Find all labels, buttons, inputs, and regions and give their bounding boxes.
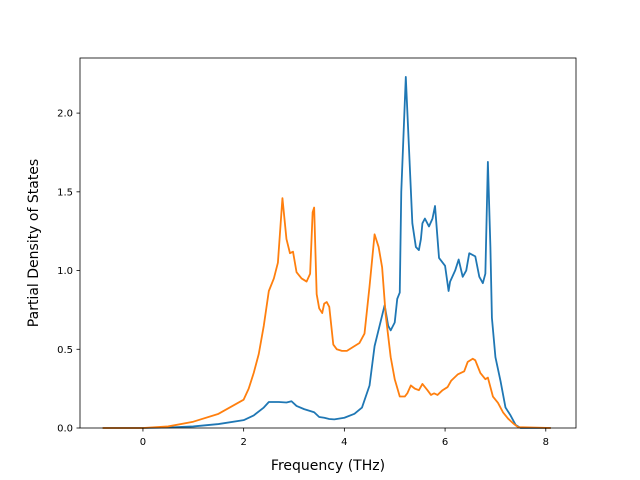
series-layer: [102, 75, 551, 429]
series-line-1: [102, 75, 551, 429]
plot-area: [80, 58, 576, 428]
x-tick-label: 2: [240, 437, 246, 448]
y-tick-label: 0.0: [57, 424, 73, 435]
x-tick-label: 4: [341, 437, 347, 448]
x-axis-title: Frequency (THz): [271, 458, 385, 474]
y-tick-label: 0.5: [57, 345, 73, 356]
x-tick-label: 8: [543, 437, 549, 448]
x-tick-label: 0: [140, 437, 146, 448]
x-ticks: 0 2 4 6 8: [140, 428, 549, 448]
series-line-2: [102, 197, 551, 429]
x-tick-label: 6: [442, 437, 448, 448]
y-tick-label: 2.0: [57, 109, 73, 120]
y-axis-title: Partial Density of States: [26, 159, 42, 327]
y-tick-label: 1.5: [57, 187, 73, 198]
plot-frame: [79, 57, 577, 429]
y-ticks: 0.0 0.5 1.0 1.5 2.0: [57, 109, 80, 435]
y-tick-label: 1.0: [57, 266, 73, 277]
